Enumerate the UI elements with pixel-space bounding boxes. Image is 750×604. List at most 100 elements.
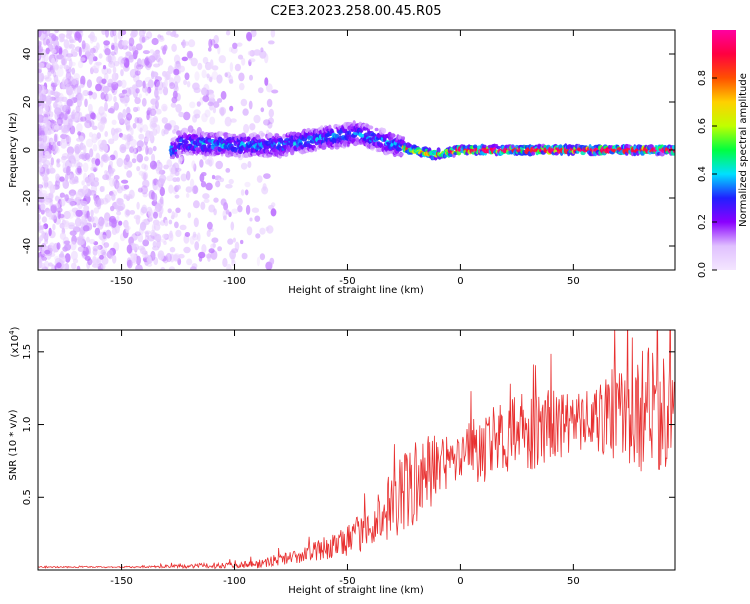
spectrogram-noise-point [76,92,84,102]
spectrogram-signal-point [381,127,387,134]
spectrogram-noise-point [84,176,91,183]
spectrogram-signal-point [237,153,242,158]
spectrogram-noise-point [91,157,97,164]
spectrogram-noise-point [202,95,210,102]
spectrogram-signal-point [252,152,258,157]
spectrogram-noise-point [154,76,162,82]
spectrogram-noise-point [121,40,129,46]
spectrogram-noise-point [200,181,207,188]
spectrogram-noise-point [262,183,267,191]
spectrogram-noise-point [38,219,41,226]
spectrogram-noise-point [174,167,182,172]
spectrogram-noise-point [247,50,253,56]
spectrogram-noise-point [92,248,98,256]
spectrogram-noise-point [79,221,85,228]
spectrogram-noise-point [152,116,158,123]
spectrogram-y-tick-label: -20 [22,190,33,206]
spectrogram-noise-point [184,232,191,237]
spectrogram-noise-point [248,58,256,63]
spectrogram-noise-point [56,207,63,213]
spectrogram-noise-point [152,145,157,152]
spectrogram-noise-point [74,217,82,227]
spectrogram-noise-point [223,215,227,221]
spectrogram-signal-point [352,120,356,127]
spectrogram-noise-point [46,38,50,46]
spectrogram-noise-point [59,36,64,43]
spectrogram-signal-point [367,125,374,130]
spectrogram-noise-point [254,215,261,222]
spectrogram-noise-point [165,252,172,263]
spectrogram-noise-point [87,216,92,222]
spectrogram-noise-point [68,201,76,206]
spectrogram-noise-point [259,227,266,235]
spectrogram-noise-point [259,253,266,261]
spectrogram-noise-point [170,102,177,108]
spectrogram-noise-point [202,56,209,64]
spectrogram-noise-point [267,40,275,45]
spectrogram-noise-point [38,123,42,134]
spectrogram-noise-point [68,59,73,69]
spectrogram-noise-point [148,79,154,87]
spectrogram-x-tick-label: -100 [223,276,246,287]
spectrogram-noise-point [38,66,42,75]
spectrogram-noise-point [144,156,149,162]
spectrogram-noise-point [101,185,106,192]
spectrogram-noise-point [135,64,144,70]
snr-x-ticks: -150 -100 -50 0 50 [110,330,580,587]
spectrogram-noise-point [64,262,70,270]
spectrogram-noise-point [38,213,41,221]
spectrogram-noise-point [65,53,74,58]
spectrogram-noise-point [66,146,75,155]
spectrogram-signal-point [227,133,231,137]
spectrogram-noise-point [125,123,131,131]
spectrogram-noise-point [104,212,111,222]
spectrogram-noise-point [151,122,158,128]
spectrogram-noise-point [133,149,137,158]
spectrogram-noise-point [111,119,117,126]
spectrogram-noise-point [80,200,88,207]
spectrogram-signal-point [249,133,254,137]
spectrogram-signal-point [321,145,327,150]
spectrogram-noise-point [176,184,181,190]
spectrogram-noise-point [38,252,44,258]
spectrogram-noise-point [148,208,153,219]
spectrogram-noise-point [65,83,71,91]
spectrogram-noise-point [133,106,138,113]
spectrogram-noise-point [124,165,129,170]
spectrogram-noise-point [155,80,164,91]
spectrogram-noise-point [45,36,52,43]
spectrogram-noise-point [147,216,153,222]
spectrogram-signal-point [184,140,189,145]
spectrogram-signal-point [197,148,202,152]
spectrogram-noise-point [208,204,216,213]
spectrogram-noise-point [208,248,215,254]
chart-title: C2E3.2023.258.00.45.R05 [270,4,441,19]
spectrogram-noise-point [74,87,79,95]
spectrogram-noise-point [64,194,69,202]
spectrogram-signal-point [272,148,278,153]
spectrogram-noise-point [107,68,112,75]
spectrogram-noise-point [88,103,93,113]
spectrogram-noise-point [38,68,42,74]
spectrogram-noise-point [96,76,103,84]
spectrogram-noise-point [187,212,192,219]
spectrogram-noise-point [168,232,174,242]
snr-x-tick-label: -50 [339,576,355,587]
spectrogram-noise-point [224,116,232,127]
spectrogram-noise-point [164,73,169,81]
spectrogram-noise-point [47,103,52,114]
spectrogram-noise-point [74,77,79,85]
spectrogram-noise-point [38,143,45,151]
spectrogram-noise-point [147,107,152,112]
spectrogram-noise-point [81,40,86,50]
spectrogram-noise-point [77,239,84,246]
spectrogram-noise-point [63,220,70,228]
spectrogram-noise-point [56,158,61,164]
spectrogram-x-tick-label: 0 [457,276,463,287]
spectrogram-noise-point [266,225,274,234]
spectrogram-noise-point [256,256,260,267]
spectrogram-x-ticks: -150 -100 -50 0 50 [110,30,580,287]
spectrogram-noise-point [61,124,68,133]
spectrogram-noise-point [129,146,134,153]
spectrogram-noise-point [86,79,92,89]
